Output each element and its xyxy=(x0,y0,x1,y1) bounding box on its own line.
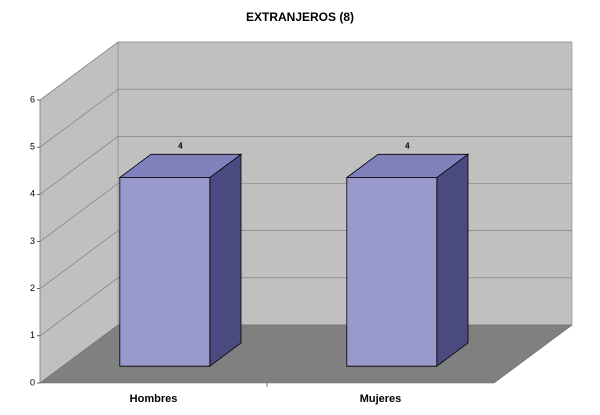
bar-side xyxy=(436,153,469,367)
y-tick-label: 1 xyxy=(30,330,35,340)
value-label: 4 xyxy=(178,141,183,150)
y-tick-label: 3 xyxy=(30,236,35,246)
y-tick-label: 0 xyxy=(30,377,35,387)
y-tick-label: 4 xyxy=(30,189,35,199)
bar xyxy=(119,177,211,367)
x-tick-label: Mujeres xyxy=(360,393,402,405)
grid-line xyxy=(39,41,572,101)
grid-line xyxy=(39,88,572,148)
grid-line xyxy=(39,136,572,195)
y-tick-label: 2 xyxy=(30,283,35,293)
bar xyxy=(346,177,438,367)
y-tick-label: 5 xyxy=(30,142,35,152)
y-tick-label: 6 xyxy=(30,94,35,104)
chart-title: EXTRANJEROS (8) xyxy=(246,10,354,24)
value-label: 4 xyxy=(405,141,410,150)
bar-side xyxy=(209,153,242,367)
x-tick-label: Hombres xyxy=(130,393,178,405)
